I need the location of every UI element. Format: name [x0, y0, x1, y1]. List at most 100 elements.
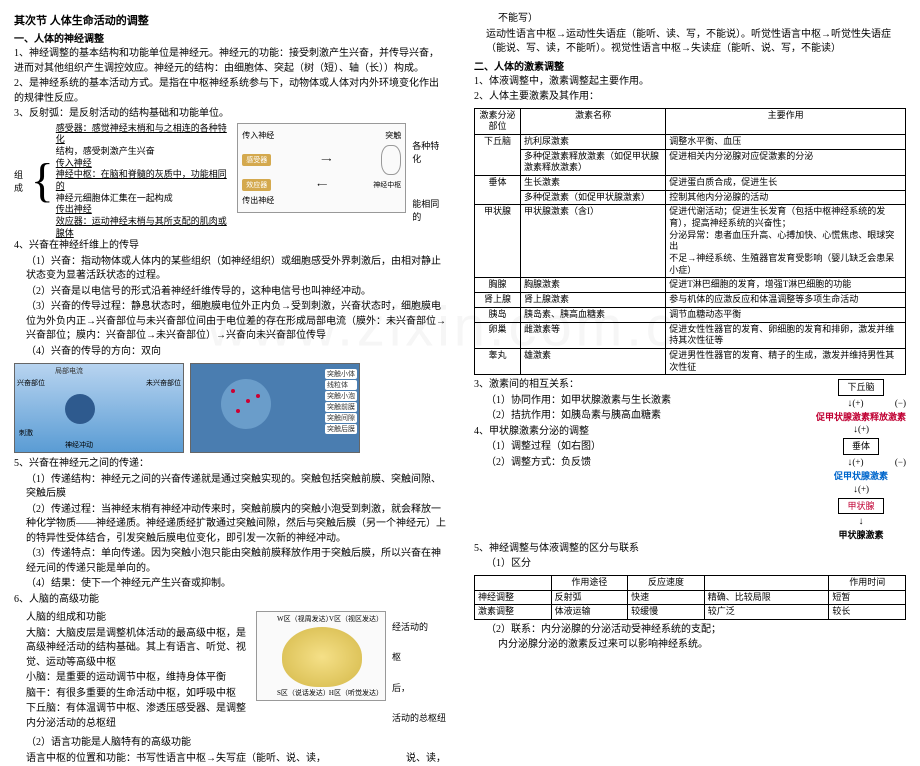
td: 肾上腺激素 — [521, 293, 666, 308]
para-6a: 人脑的组成和功能 — [26, 611, 250, 626]
td: 胸腺 — [475, 278, 521, 293]
label-syn-body: 突触小体 — [325, 369, 357, 379]
neuron-diagram: 局部电流 兴奋部位 未兴奋部位 神经冲动 刺激 — [14, 363, 184, 453]
td: 促进相关内分泌腺对应促激素的分泌 — [666, 149, 906, 175]
td: 胰岛素、胰高血糖素 — [521, 307, 666, 322]
para-4: 4、兴奋在神经纤维上的传导 — [14, 239, 446, 254]
td: 生长激素 — [521, 175, 666, 190]
td: 肾上腺 — [475, 293, 521, 308]
flow-th: 甲状腺激素 — [838, 530, 883, 540]
td2: 较广泛 — [704, 605, 829, 620]
th2-time: 作用时间 — [829, 575, 906, 590]
td: 促进女性性器官的发育、卵细胞的发育和排卵，激发并维持其次性征等 — [666, 322, 906, 348]
td: 卵巢 — [475, 322, 521, 348]
td: 促进男性性器官的发育、精子的生成，激发并维持男性其次性征 — [666, 348, 906, 374]
td: 多种促激素（如促甲状腺激素） — [521, 190, 666, 205]
td2: 较长 — [829, 605, 906, 620]
reflex-b: 结构，感受刺激产生兴奋 — [56, 146, 231, 158]
para-3-head: 3、反射弧：是反射活动的结构基础和功能单位。 — [14, 107, 446, 122]
label-vesicle: 突触小泡 — [325, 391, 357, 401]
para-6: 6、人脑的高级功能 — [14, 593, 446, 608]
label-impulse: 神经冲动 — [65, 440, 93, 450]
label-pre-mem: 突触前膜 — [325, 402, 357, 412]
r-p4: 4、甲状腺激素分泌的调整 — [474, 425, 808, 440]
para-4c: （3）兴奋的传导过程：静息状态时，细胞膜电位外正内负→受到刺激，兴奋状态时，细胞… — [26, 300, 446, 344]
para-6g: 语言中枢的位置和功能：书写性语言中枢→失写症（能听、说、读， 说、读， — [26, 752, 446, 766]
reflex-diagram: 传入神经突触 感受器⟶ 效应器⟵神经中枢 传出神经 — [237, 123, 406, 213]
synapse-diagram: 突触小体 线粒体 突触小泡 突触前膜 突触间隙 突触后膜 — [190, 363, 360, 453]
label-current: 局部电流 — [55, 366, 83, 376]
section-title: 其次节 人体生命活动的调整 — [14, 12, 446, 28]
td2: 较缓慢 — [628, 605, 705, 620]
diag-note1: 各种特化 — [412, 139, 446, 165]
flow-thyroid: 甲状腺 — [838, 498, 883, 515]
flow-pituitary: 垂体 — [843, 438, 879, 455]
diag-center-label: 神经中枢 — [373, 180, 401, 190]
r-p3a: （1）协同作用：如甲状腺激素与生长激素 — [486, 394, 808, 409]
r-p4b: （2）调整方式：负反馈 — [486, 456, 808, 471]
td: 调节血糖动态平衡 — [666, 307, 906, 322]
subsection-1: 一、人体的神经调整 — [14, 30, 446, 45]
reflex-arc-brace: 组成 { 感受器：感觉神经末梢和与之相连的各种特化 结构，感受刺激产生兴奋 传入… — [14, 123, 231, 240]
td: 雌激素等 — [521, 322, 666, 348]
reflex-receptor: 感受器：感觉神经末梢和与之相连的各种特化 — [56, 123, 227, 145]
td2: 体液运输 — [551, 605, 628, 620]
para-4b: （2）兴奋是以电信号的形式沿着神经纤维传导的，这种电信号也叫神经冲动。 — [26, 285, 446, 300]
para-2: 2、是神经系统的基本活动方式。是指在中枢神经系统参与下，动物体或人体对内外环境变… — [14, 77, 446, 106]
td: 胰岛 — [475, 307, 521, 322]
r-p4a: （1）调整过程（如右图） — [486, 440, 808, 455]
reflex-efferent: 传出神经 — [56, 204, 92, 214]
para-6e: 下丘脑：有体温调节中枢、渗透压感受器、是调整内分泌活动的总枢纽 — [26, 702, 250, 731]
td: 多种促激素释放激素（如促甲状腺激素释放激素） — [521, 149, 666, 175]
td: 促进T淋巴细胞的发育，增强T淋巴细胞的功能 — [666, 278, 906, 293]
para-6d: 脑干：有很多重要的生命活动中枢，如呼吸中枢 — [26, 687, 250, 702]
td: 促进代谢活动；促进生长发育（包括中枢神经系统的发育），提高神经系统的兴奋性； 分… — [666, 205, 906, 278]
r-p5: 5、神经调整与体液调整的区分与联系 — [474, 542, 906, 557]
brain-diagram: W区（视周发达） V区（视区发达） S区（说话发达） H区（听觉发达） — [256, 611, 386, 701]
flow-trh: 促甲状腺激素释放激素 — [816, 412, 906, 422]
brain-w: W区（视周发达） — [277, 614, 333, 624]
para-6f: （2）语言功能是人脑特有的高级功能 — [26, 736, 446, 751]
para-4a: （1）兴奋：指动物体或人体内的某些组织（如神经组织）或细胞感受外界刺激后，由相对… — [26, 255, 446, 284]
td: 甲状腺 — [475, 205, 521, 278]
feedback-flowchart: 下丘脑 ↓(+) (−) 促甲状腺激素释放激素 ↓(+) 垂体 ↓(+) (−)… — [816, 378, 906, 542]
td: 促进蛋白质合成，促进生长 — [666, 175, 906, 190]
r-p3: 3、激素间的相互关系： — [474, 378, 808, 393]
td: 睾丸 — [475, 348, 521, 374]
neuron-synapse-diagrams: 局部电流 兴奋部位 未兴奋部位 神经冲动 刺激 突触小体 线粒体 突触小泡 突触… — [14, 363, 446, 453]
td: 调整水平衡、血压 — [666, 134, 906, 149]
subsection-2: 二、人体的激素调整 — [474, 58, 906, 73]
th-organ: 激素分泌部位 — [475, 108, 521, 134]
td: 雄激素 — [521, 348, 666, 374]
cont-line: 不能写） — [498, 12, 906, 27]
para-5c: （3）传递特点：单向传递。因为突触小泡只能由突触前膜释放作用于突触后膜，所以兴奋… — [26, 547, 446, 576]
reflex-center: 神经中枢：在脑和脊髓的灰质中，功能相同的 — [56, 169, 227, 191]
diag-receptor-box: 感受器 — [242, 154, 271, 166]
diag-effector-box: 效应器 — [242, 179, 271, 191]
td2: 神经调整 — [475, 590, 552, 605]
label-cleft: 突触间隙 — [325, 413, 357, 423]
side-note-4: 活动的总枢纽 — [392, 711, 446, 724]
th2-blank — [475, 575, 552, 590]
r-p2: 2、人体主要激素及其作用： — [474, 90, 906, 105]
para-5b: （2）传递过程：当神经末梢有神经冲动传来时，突触前膜内的突触小泡受到刺激，就会释… — [26, 503, 446, 547]
para-1: 1、神经调整的基本结构和功能单位是神经元。神经元的功能：接受刺激产生兴奋，并传导… — [14, 47, 446, 76]
reflex-effector: 效应器：运动神经末梢与其所支配的肌肉或腺体 — [56, 216, 227, 238]
side-note-3: 后， — [392, 681, 446, 694]
th-hormone: 激素名称 — [521, 108, 666, 134]
label-stimulus: 刺激 — [19, 428, 33, 438]
para-5d: （4）结果：使下一个神经元产生兴奋或抑制。 — [26, 577, 446, 592]
para-6c: 小脑：是重要的运动调节中枢，维持身体平衡 — [26, 671, 250, 686]
right-column: 不能写） 运动性语言中枢→运动性失语症（能听、读、写，不能说）。听觉性语言中枢→… — [460, 0, 920, 651]
r-p5a: （1）区分 — [486, 557, 906, 572]
side-note-2: 枢 — [392, 650, 446, 663]
td: 控制其他内分泌腺的活动 — [666, 190, 906, 205]
td: 参与机体的应激反应和体温调整等多项生命活动 — [666, 293, 906, 308]
td2: 短暂 — [829, 590, 906, 605]
hormone-table: 激素分泌部位 激素名称 主要作用 下丘脑抗利尿激素调整水平衡、血压 多种促激素释… — [474, 108, 906, 376]
label-post-mem: 突触后膜 — [325, 424, 357, 434]
td2: 反射弧 — [551, 590, 628, 605]
diag-note2: 能相同的 — [412, 197, 446, 223]
brain-h: H区（听觉发达） — [329, 688, 383, 698]
th2-speed: 反应速度 — [628, 575, 705, 590]
